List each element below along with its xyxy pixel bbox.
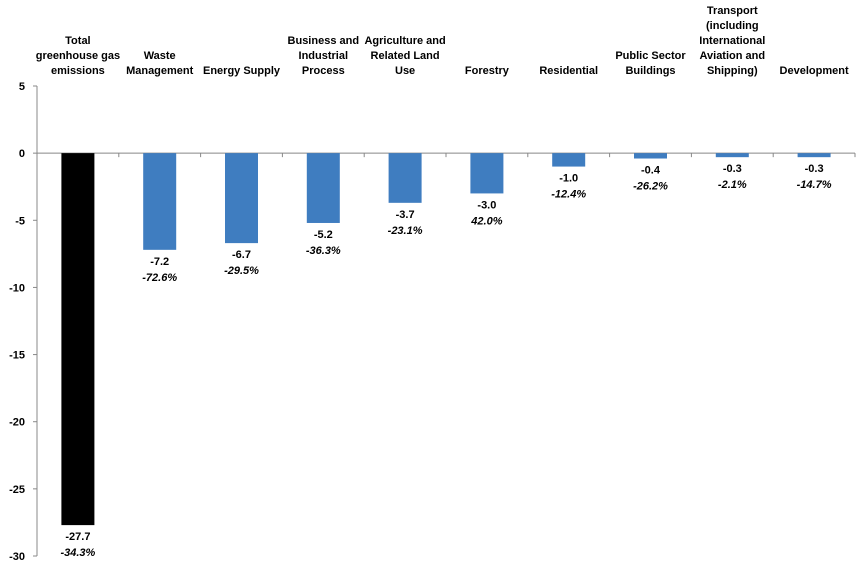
percent-label: -26.2% — [633, 181, 668, 193]
bar — [715, 153, 749, 158]
value-label: -0.3 — [723, 163, 742, 175]
category-label: Energy Supply — [203, 65, 281, 77]
value-label: -7.2 — [150, 256, 169, 268]
category-label: Public Sector Buildings — [615, 50, 686, 77]
bar — [225, 153, 258, 244]
category-label: Total greenhouse gas emissions — [36, 35, 120, 77]
value-label: -27.7 — [65, 531, 90, 543]
value-label: -6.7 — [232, 249, 251, 261]
bar — [797, 153, 831, 158]
y-tick-labels: 5 0 -5 -10 -15 -20 -25 -30 — [9, 81, 25, 563]
category-label: Waste Management — [126, 50, 194, 77]
value-label: -0.4 — [641, 165, 661, 177]
value-label: -5.2 — [314, 229, 333, 241]
value-label: -3.7 — [396, 209, 415, 221]
category-label: Agriculture and Related Land Use — [364, 35, 445, 77]
y-tick-label: -30 — [9, 551, 25, 563]
percent-label: -72.6% — [142, 272, 177, 284]
value-label: -1.0 — [559, 173, 578, 185]
value-label: -0.3 — [805, 163, 824, 175]
data-labels: -27.7 -34.3% -7.2 -72.6% -6.7 -29.5% -5.2 -36.3… — [60, 163, 831, 559]
bar — [306, 153, 340, 223]
category-label: Business and Industrial Process — [288, 35, 360, 77]
y-tick-label: 5 — [19, 81, 25, 93]
bar — [634, 153, 667, 159]
percent-label: -23.1% — [388, 225, 423, 237]
category-label: Forestry — [465, 65, 510, 77]
percent-label: 42.0% — [470, 215, 502, 227]
bar — [61, 153, 95, 526]
y-tick-label: 0 — [19, 148, 25, 160]
category-label: Development — [780, 65, 849, 77]
bar — [388, 153, 422, 203]
y-tick-label: -25 — [9, 484, 25, 496]
bars — [61, 153, 831, 526]
percent-label: -36.3% — [306, 245, 341, 257]
percent-label: -2.1% — [718, 179, 747, 191]
percent-label: -12.4% — [551, 189, 586, 201]
bar — [552, 153, 586, 167]
y-tick-label: -10 — [9, 282, 25, 294]
category-label: Residential — [539, 65, 598, 77]
percent-label: -29.5% — [224, 265, 259, 277]
y-tick-label: -15 — [9, 350, 25, 362]
y-tick-label: -5 — [15, 215, 25, 227]
bar — [470, 153, 504, 194]
percent-label: -34.3% — [60, 547, 95, 559]
bar — [143, 153, 177, 250]
value-label: -3.0 — [477, 199, 496, 211]
y-tick-label: -20 — [9, 417, 25, 429]
category-label: Transport (including International Aviation… — [699, 5, 765, 77]
percent-label: -14.7% — [797, 179, 832, 191]
